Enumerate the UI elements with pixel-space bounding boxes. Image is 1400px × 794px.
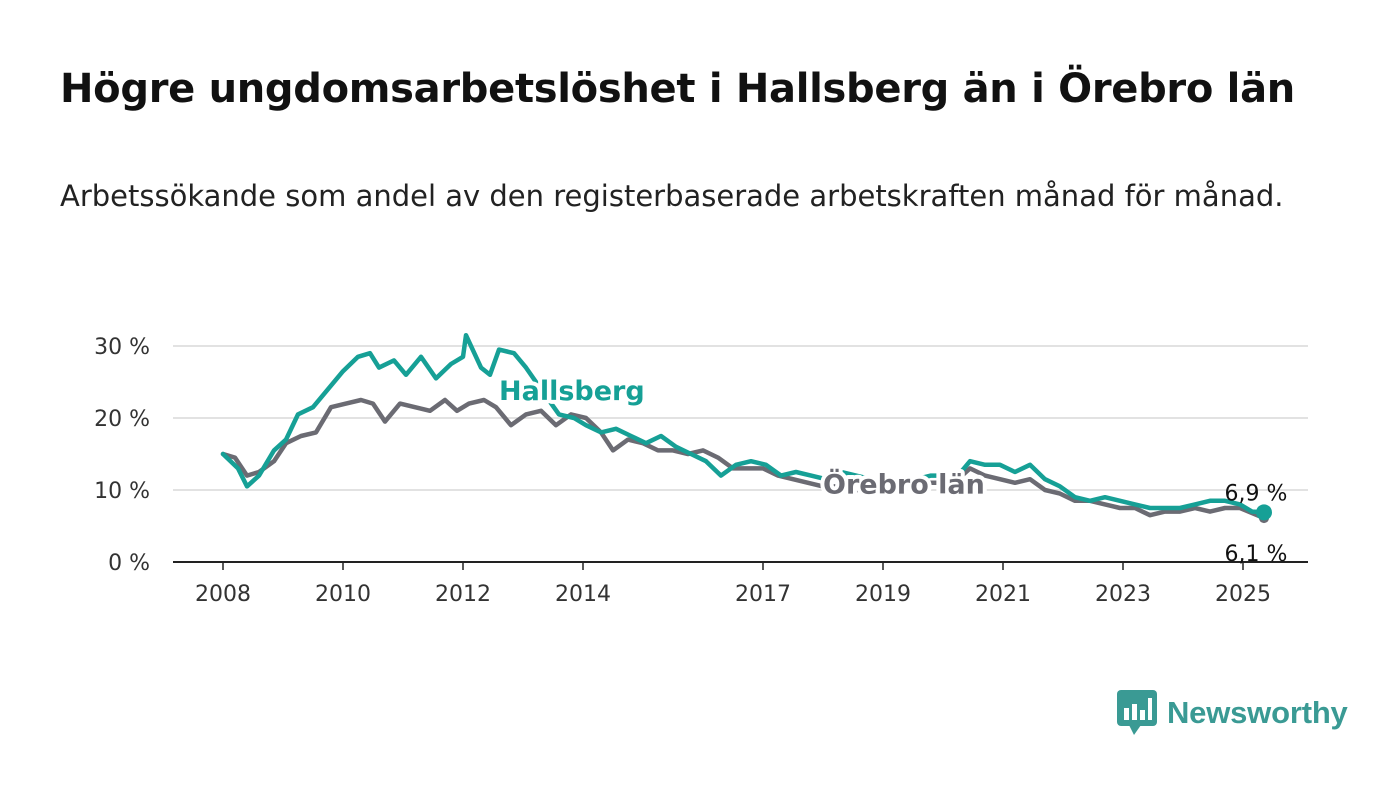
x-tick-label: 2021 [975, 582, 1031, 607]
y-tick-label: 0 % [108, 551, 150, 576]
inline-series-label: Hallsberg [499, 376, 645, 407]
y-axis-tick-labels: 0 % 10 % 20 % 30 % [94, 335, 150, 576]
grid-lines [173, 345, 1308, 491]
logo-text: Newsworthy [1167, 695, 1348, 730]
newsworthy-logo: Newsworthy [1117, 690, 1348, 736]
x-tick-label: 2025 [1215, 582, 1271, 607]
x-tick-label: 2014 [555, 582, 611, 607]
chart-title: Högre ungdomsarbetslöshet i Hallsberg än… [60, 66, 1295, 112]
series-labels: Hallsberg Örebro län 6,9 % 6,1 % [495, 372, 1288, 567]
x-tick-label: 2023 [1095, 582, 1151, 607]
chart-subtitle: Arbetssökande som andel av den registerb… [60, 179, 1284, 213]
x-tick-label: 2017 [735, 582, 791, 607]
x-tick-label: 2010 [315, 582, 371, 607]
series-line-hallsberg [220, 332, 1267, 515]
x-tick-label: 2019 [855, 582, 911, 607]
y-tick-label: 30 % [94, 335, 150, 360]
end-value-label: 6,1 % [1225, 542, 1288, 567]
inline-series-label: Örebro län [823, 468, 985, 501]
y-tick-label: 10 % [94, 479, 150, 504]
bar-chart-speech-bubble-icon [1117, 690, 1157, 735]
x-tick-label: 2012 [435, 582, 491, 607]
series-end-point [1256, 504, 1272, 521]
series-lines [220, 332, 1272, 524]
x-axis: 2008 2010 2012 2014 2017 2019 2021 2023 2025 [173, 561, 1308, 607]
end-value-label: 6,9 % [1225, 481, 1288, 506]
x-tick-label: 2008 [195, 582, 251, 607]
y-tick-label: 20 % [94, 407, 150, 432]
